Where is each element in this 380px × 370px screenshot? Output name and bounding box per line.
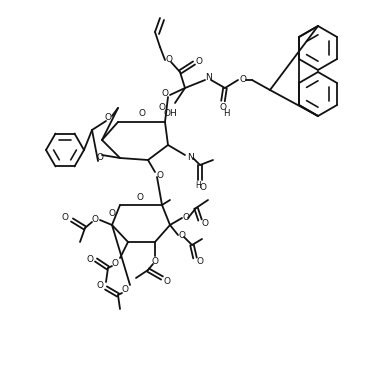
Text: O: O — [111, 259, 119, 268]
Text: O: O — [87, 256, 93, 265]
Text: O: O — [157, 171, 163, 179]
Text: N: N — [187, 152, 193, 161]
Text: O: O — [105, 114, 111, 122]
Text: O: O — [163, 276, 171, 286]
Text: O: O — [122, 286, 128, 295]
Text: O: O — [195, 57, 203, 67]
Text: O: O — [201, 219, 209, 228]
Text: O: O — [200, 182, 206, 192]
Text: O: O — [196, 256, 204, 266]
Text: H: H — [223, 110, 229, 118]
Text: H: H — [195, 181, 201, 189]
Text: O: O — [182, 213, 190, 222]
Text: O: O — [97, 282, 103, 290]
Text: O: O — [179, 231, 185, 239]
Text: O: O — [239, 75, 247, 84]
Text: OH: OH — [163, 108, 177, 118]
Text: O: O — [158, 104, 166, 112]
Text: N: N — [206, 74, 212, 83]
Text: O: O — [220, 102, 226, 111]
Text: O: O — [136, 194, 144, 202]
Text: O: O — [62, 213, 68, 222]
Text: O: O — [166, 56, 173, 64]
Text: O: O — [152, 256, 158, 266]
Text: O: O — [162, 88, 168, 98]
Text: O: O — [109, 209, 116, 218]
Text: O: O — [97, 154, 103, 162]
Text: O: O — [138, 108, 146, 118]
Text: O: O — [92, 215, 98, 225]
